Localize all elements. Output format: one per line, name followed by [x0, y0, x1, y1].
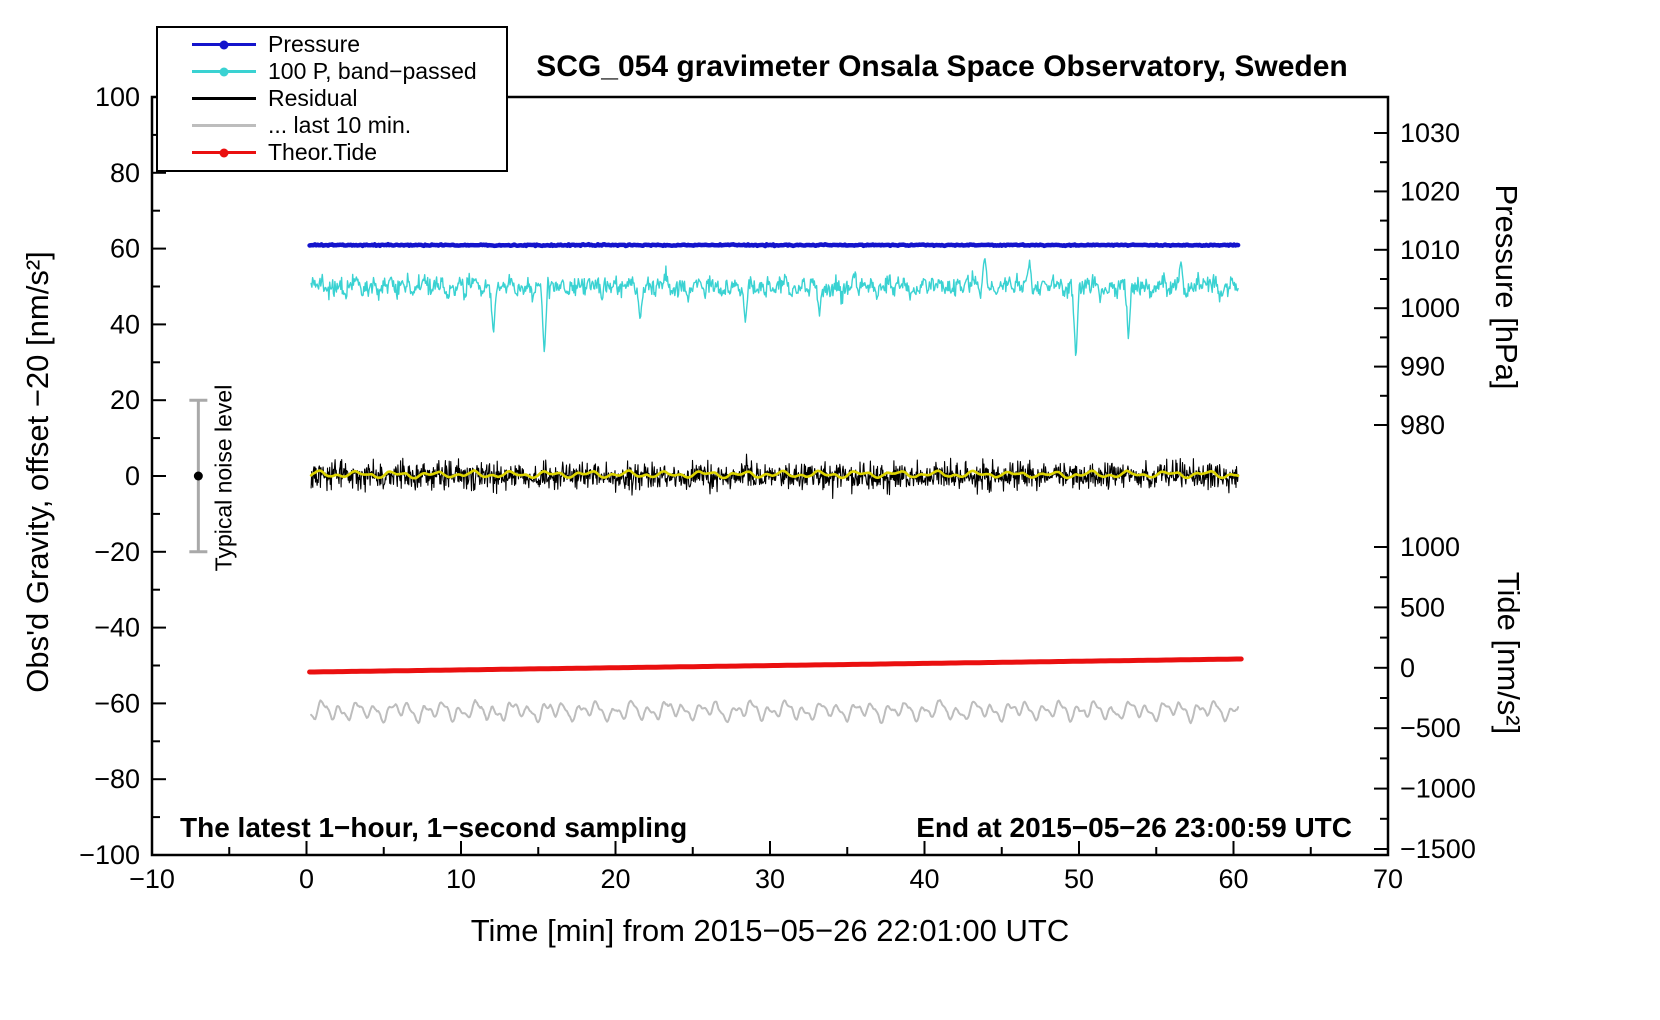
x-tick-label: 0 [299, 864, 314, 894]
legend-item-last-10-min: ... last 10 min. [158, 112, 506, 139]
left-tick-label: 0 [125, 461, 140, 491]
left-tick-label: −60 [94, 688, 140, 718]
noise-bar-dot [193, 471, 203, 481]
left-tick-label: 40 [110, 309, 140, 339]
pressure-tick-label: 1020 [1400, 176, 1460, 206]
plot-frame [150, 95, 1390, 857]
axes-layer: −10 0 10 20 30 40 50 60 70100806040200−20−40−60−… [79, 82, 1476, 894]
x-tick-label: −10 [129, 864, 175, 894]
legend-item-residual: Residual [158, 85, 506, 112]
left-tick-label: −100 [79, 840, 140, 870]
series-residual-smoothed [309, 469, 1240, 480]
tide-tick-label: −1500 [1400, 834, 1476, 864]
legend-marker-dot [219, 67, 229, 76]
legend-line-sample [192, 124, 256, 127]
x-tick-label: 10 [446, 864, 476, 894]
series-theor-tide [307, 656, 1244, 675]
pressure-tick-label: 1010 [1400, 235, 1460, 265]
tide-tick-label: −500 [1400, 713, 1461, 743]
legend-line-sample [192, 40, 256, 49]
noise-bar-group [189, 398, 208, 554]
series-layer [307, 241, 1244, 725]
left-tick-label: 60 [110, 234, 140, 264]
legend-item-100-p-band-passed: 100 P, band−passed [158, 58, 506, 85]
series-pressure [307, 241, 1241, 249]
left-tick-label: 20 [110, 385, 140, 415]
chart-title: SCG_054 gravimeter Onsala Space Observat… [536, 50, 1348, 83]
x-tick-label: 50 [1064, 864, 1094, 894]
tide-tick-label: 0 [1400, 653, 1415, 683]
legend-item-label: Residual [268, 85, 358, 111]
legend-marker-dot [219, 40, 229, 49]
pressure-axis-label: Pressure [hPa] [1489, 184, 1524, 390]
left-axis-label: Obs'd Gravity, offset −20 [nm/s²] [20, 251, 55, 693]
pressure-tick-label: 1030 [1400, 118, 1460, 148]
pressure-tick-label: 990 [1400, 352, 1445, 382]
legend-line-sample [192, 67, 256, 76]
tide-axis-label: Tide [nm/s²] [1491, 571, 1526, 735]
legend-line-sample [192, 148, 256, 157]
legend-marker-dot [219, 148, 229, 157]
tide-tick-label: −1000 [1400, 774, 1476, 804]
legend-item-theor-tide: Theor.Tide [158, 139, 506, 166]
x-tick-label: 20 [600, 864, 630, 894]
left-tick-label: 100 [95, 82, 140, 112]
series-last-10-min [310, 699, 1240, 725]
legend-item-label: Pressure [268, 31, 361, 57]
noise-level-label: Typical noise level [210, 384, 237, 572]
x-tick-label: 60 [1218, 864, 1248, 894]
left-tick-label: −40 [94, 613, 140, 643]
x-tick-label: 70 [1373, 864, 1403, 894]
tide-tick-label: 500 [1400, 592, 1445, 622]
legend-item-pressure: Pressure [158, 31, 506, 58]
left-tick-label: −80 [94, 764, 140, 794]
legend-item-label: ... last 10 min. [268, 112, 412, 138]
legend: Pressure 100 P, band−passed Residual... la… [156, 26, 508, 172]
series-100-p-band-passed [310, 258, 1239, 357]
x-tick-label: 30 [755, 864, 785, 894]
x-axis-label: Time [min] from 2015−05−26 22:01:00 UTC [470, 913, 1070, 948]
left-tick-label: −20 [94, 537, 140, 567]
pressure-tick-label: 1000 [1400, 293, 1460, 323]
left-tick-label: 80 [110, 158, 140, 188]
tide-tick-label: 1000 [1400, 532, 1460, 562]
legend-item-label: Theor.Tide [268, 139, 378, 165]
sampling-annotation: The latest 1−hour, 1−second sampling [180, 812, 688, 843]
legend-item-label: 100 P, band−passed [268, 58, 477, 84]
legend-line-sample [192, 97, 256, 100]
x-tick-label: 40 [909, 864, 939, 894]
end-time-annotation: End at 2015−05−26 23:00:59 UTC [916, 812, 1352, 843]
pressure-tick-label: 980 [1400, 410, 1445, 440]
